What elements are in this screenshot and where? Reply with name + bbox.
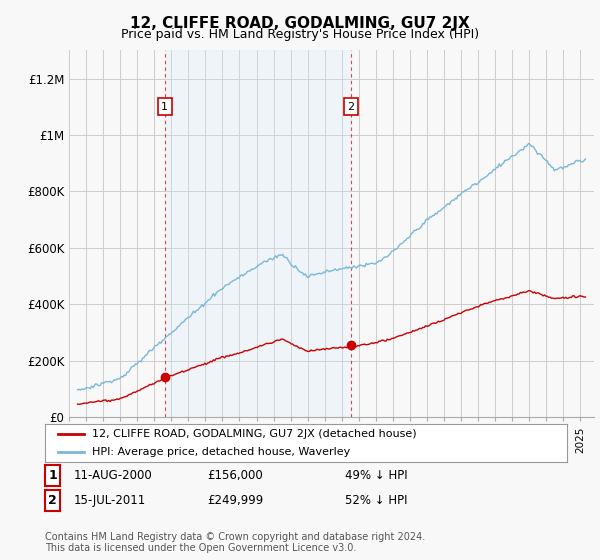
Text: 11-AUG-2000: 11-AUG-2000	[74, 469, 152, 482]
Text: 1: 1	[161, 102, 168, 112]
Text: 12, CLIFFE ROAD, GODALMING, GU7 2JX (detached house): 12, CLIFFE ROAD, GODALMING, GU7 2JX (det…	[92, 429, 416, 439]
Text: 52% ↓ HPI: 52% ↓ HPI	[345, 494, 407, 507]
Text: 12, CLIFFE ROAD, GODALMING, GU7 2JX: 12, CLIFFE ROAD, GODALMING, GU7 2JX	[130, 16, 470, 31]
Text: Contains HM Land Registry data © Crown copyright and database right 2024.
This d: Contains HM Land Registry data © Crown c…	[45, 531, 425, 553]
Text: £156,000: £156,000	[207, 469, 263, 482]
Text: Price paid vs. HM Land Registry's House Price Index (HPI): Price paid vs. HM Land Registry's House …	[121, 28, 479, 41]
Text: HPI: Average price, detached house, Waverley: HPI: Average price, detached house, Wave…	[92, 447, 350, 457]
Text: 49% ↓ HPI: 49% ↓ HPI	[345, 469, 407, 482]
Text: 15-JUL-2011: 15-JUL-2011	[74, 494, 146, 507]
Text: 1: 1	[48, 469, 57, 482]
Text: £249,999: £249,999	[207, 494, 263, 507]
Bar	[165, 50, 351, 417]
Text: 2: 2	[347, 102, 355, 112]
Text: 2: 2	[48, 494, 57, 507]
